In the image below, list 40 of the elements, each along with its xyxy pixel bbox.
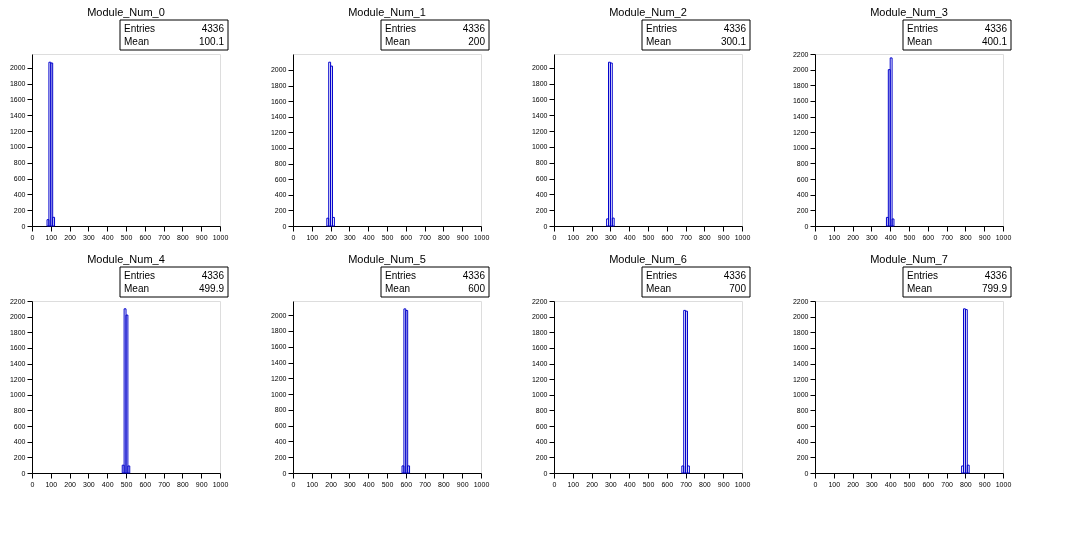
text: Mean — [646, 35, 672, 47]
text: 100.1 — [198, 35, 225, 47]
text: Mean — [385, 35, 411, 47]
text: Entries — [907, 269, 939, 281]
text: Mean — [646, 282, 672, 294]
chart-title: Module_Num_6 — [609, 252, 687, 265]
text: Entries — [646, 269, 678, 281]
text: Mean — [907, 282, 933, 294]
text: Entries — [385, 269, 417, 281]
text: 400.1 — [981, 35, 1008, 47]
text: 4336 — [201, 269, 225, 281]
text: Mean — [124, 35, 150, 47]
text: 799.9 — [981, 282, 1008, 294]
chart-title: Module_Num_7 — [870, 252, 948, 265]
text: Mean — [385, 282, 411, 294]
text: 700 — [729, 282, 747, 294]
text: Entries — [907, 22, 939, 34]
chart-title: Module_Num_0 — [87, 5, 165, 18]
text: Mean — [907, 35, 933, 47]
text: 4336 — [984, 269, 1008, 281]
chart-title: Module_Num_3 — [870, 5, 948, 18]
text: Entries — [385, 22, 417, 34]
text: 4336 — [984, 22, 1008, 34]
text: Mean — [124, 282, 150, 294]
text: 4336 — [723, 269, 747, 281]
text: 200 — [468, 35, 486, 47]
text: Entries — [646, 22, 678, 34]
chart-title: Module_Num_5 — [348, 252, 426, 265]
text: Entries — [124, 22, 156, 34]
chart-title: Module_Num_1 — [348, 5, 426, 18]
text: 300.1 — [720, 35, 747, 47]
chart-title: Module_Num_4 — [87, 252, 165, 265]
text: 4336 — [462, 269, 486, 281]
text: 4336 — [723, 22, 747, 34]
text: 4336 — [462, 22, 486, 34]
chart-title: Module_Num_2 — [609, 5, 687, 18]
text: Entries — [124, 269, 156, 281]
text: 4336 — [201, 22, 225, 34]
text: 499.9 — [198, 282, 225, 294]
text: 600 — [468, 282, 486, 294]
